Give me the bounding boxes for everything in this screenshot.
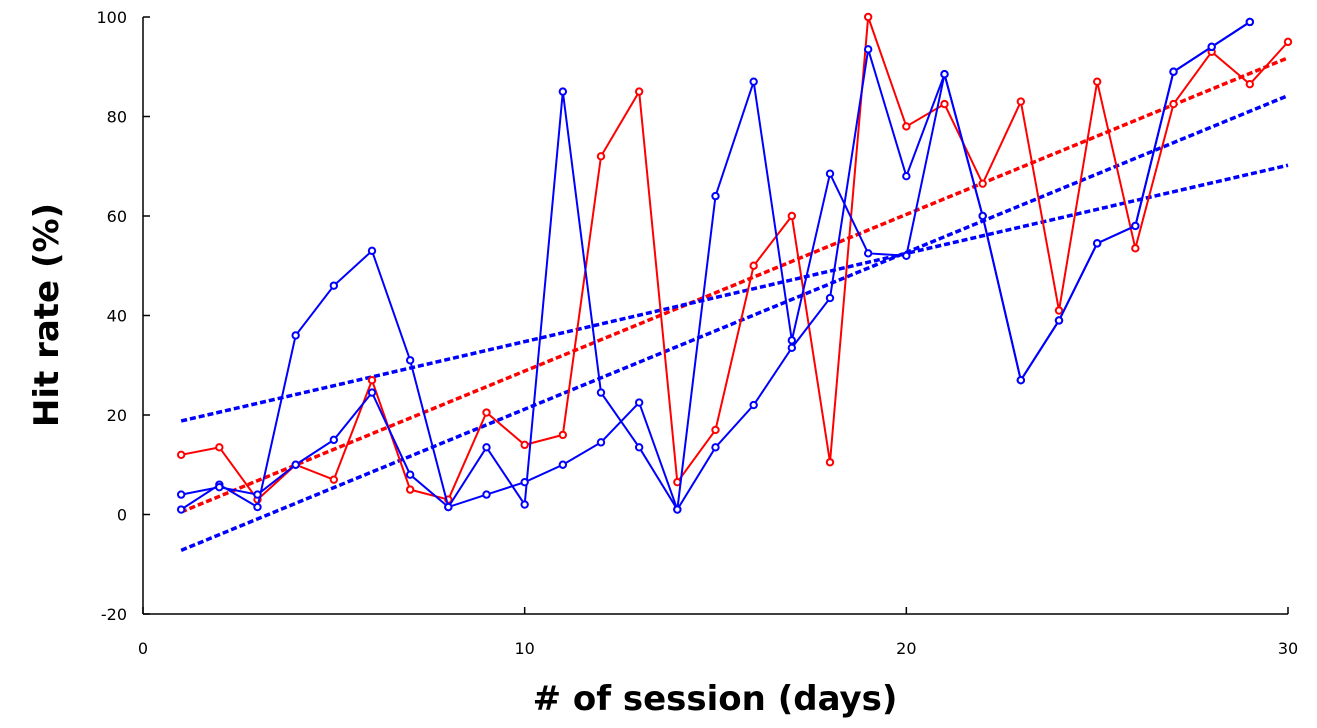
data-point <box>1092 239 1102 248</box>
data-point <box>1245 17 1255 27</box>
y-tick-label: 80 <box>107 108 127 127</box>
x-axis-title: # of session (days) <box>533 679 898 719</box>
data-point <box>711 191 720 201</box>
data-point <box>825 293 835 303</box>
trendlines <box>180 56 1289 552</box>
data-point <box>176 505 186 514</box>
data-point <box>1131 244 1140 253</box>
data-point <box>863 12 873 22</box>
data-point <box>825 458 835 467</box>
series-line <box>180 21 1251 513</box>
data-point <box>596 388 606 397</box>
data-point <box>329 435 339 445</box>
x-tick-label: 0 <box>138 639 148 658</box>
trendline <box>180 56 1289 514</box>
data-point <box>749 261 758 270</box>
data-point <box>558 460 568 469</box>
data-point <box>482 443 491 452</box>
trendline <box>180 163 1289 423</box>
series-line <box>180 16 1289 502</box>
data-point <box>215 443 224 452</box>
data-point <box>520 500 529 509</box>
data-point <box>1016 97 1026 106</box>
data-point <box>1054 316 1064 325</box>
data-series <box>176 12 1293 514</box>
data-point <box>978 211 987 221</box>
data-point <box>1207 42 1216 52</box>
data-point <box>405 470 415 479</box>
data-point <box>367 388 377 397</box>
data-point <box>711 443 720 452</box>
data-point <box>596 438 606 447</box>
series-line <box>180 21 1251 512</box>
data-point <box>749 77 758 86</box>
data-point <box>1169 67 1178 76</box>
data-point <box>634 398 644 407</box>
data-point <box>673 505 682 514</box>
data-point <box>176 450 186 459</box>
y-tick-label: -20 <box>101 605 127 624</box>
data-point <box>902 122 911 131</box>
data-point <box>329 475 339 484</box>
data-point <box>634 87 644 96</box>
y-tick-label: 0 <box>117 506 127 525</box>
data-point <box>1283 37 1293 47</box>
x-ticks: 0 10 20 30 <box>138 607 1298 658</box>
data-point <box>1245 79 1255 89</box>
axes <box>142 17 1288 615</box>
data-point <box>329 281 339 290</box>
x-tick-label: 10 <box>514 639 534 658</box>
data-point <box>291 460 300 469</box>
data-point <box>940 70 949 79</box>
data-point <box>520 440 529 450</box>
data-point <box>520 477 529 487</box>
data-point <box>825 169 835 178</box>
data-point <box>405 485 415 494</box>
data-point <box>1016 375 1026 385</box>
data-point <box>176 490 186 499</box>
y-axis-title: Hit rate (%) <box>27 203 67 427</box>
data-point <box>1131 221 1140 231</box>
y-tick-label: 20 <box>107 406 127 425</box>
data-point <box>902 251 911 261</box>
data-point <box>978 179 987 188</box>
data-point <box>787 211 797 221</box>
data-point <box>749 400 758 410</box>
data-point <box>367 375 377 385</box>
data-point <box>558 430 568 440</box>
data-point <box>596 152 606 161</box>
data-point <box>215 482 224 492</box>
x-tick-label: 30 <box>1278 639 1298 658</box>
data-point <box>367 246 377 256</box>
data-point <box>1092 77 1102 86</box>
data-point <box>863 249 873 258</box>
data-point <box>291 331 300 340</box>
data-point <box>711 425 720 435</box>
data-point <box>482 408 491 417</box>
data-point <box>558 87 568 96</box>
data-point <box>1169 99 1178 109</box>
data-point <box>405 356 415 365</box>
data-point <box>634 443 644 452</box>
x-tick-label: 20 <box>896 639 916 658</box>
data-point <box>940 99 949 109</box>
y-ticks: -20 0 20 40 60 80 100 <box>96 8 150 624</box>
data-point <box>787 336 797 345</box>
data-point <box>1054 306 1064 315</box>
data-point <box>253 490 262 499</box>
y-tick-label: 60 <box>107 207 127 226</box>
data-point <box>482 490 491 499</box>
data-point <box>253 502 262 512</box>
trendline <box>180 93 1289 552</box>
data-point <box>787 343 797 353</box>
y-tick-label: 100 <box>96 8 127 27</box>
data-point <box>902 172 911 181</box>
data-point <box>444 502 453 512</box>
data-point <box>863 45 873 54</box>
y-tick-label: 40 <box>107 307 127 326</box>
